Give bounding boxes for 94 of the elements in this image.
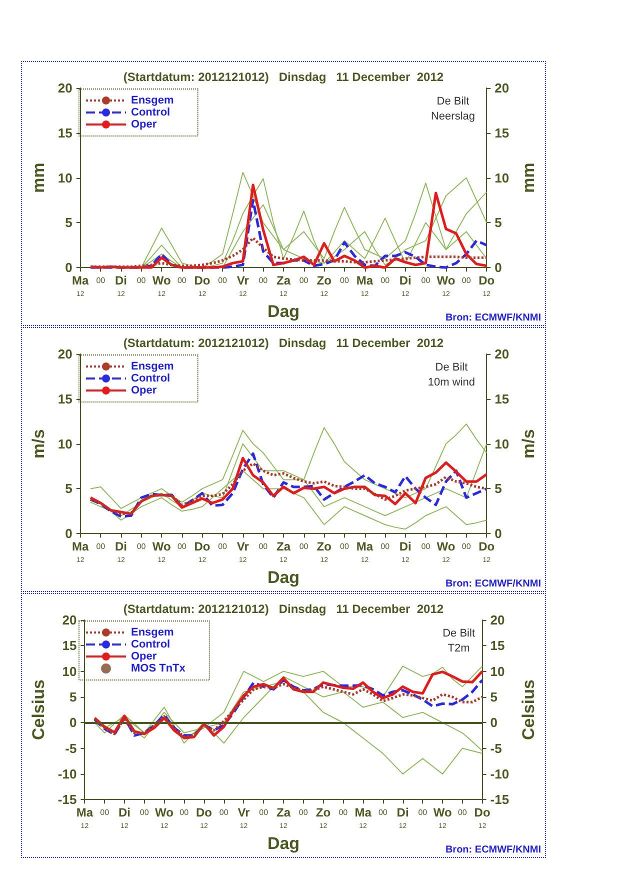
x-tick-label: 00 (378, 808, 388, 818)
legend-label: Control (131, 372, 170, 384)
x-tick-label: 00 (421, 542, 431, 552)
x-tick-label: 00 (136, 276, 146, 286)
x-tick-label: 00 (418, 808, 428, 818)
y2-tick-label: -10 (490, 766, 510, 782)
chart-title: (Startdatum: 2012121012) Dinsdag 11 December 2012 (123, 336, 444, 350)
y2-tick-label: 10 (490, 664, 505, 679)
y2-tick-label: 10 (494, 170, 510, 186)
x-axis-title: Dag (267, 302, 300, 321)
y2-axis-title: m/s (519, 429, 538, 458)
x-tick-label: 00 (298, 808, 308, 818)
legend-label: Oper (131, 384, 158, 396)
x-tick-label: 00 (458, 808, 468, 818)
y2-tick-label: 20 (494, 80, 510, 96)
x-tick-label: 00 (259, 808, 269, 818)
y-tick-label: 0 (69, 715, 77, 730)
annotation: De Bilt Neerslag (430, 96, 476, 122)
legend-label: Ensgem (131, 94, 174, 106)
y-tick-label: 15 (58, 125, 72, 140)
x-tick-label: 00 (299, 542, 309, 552)
y2-tick-label: 5 (494, 215, 502, 230)
y-tick-label: 0 (65, 526, 72, 542)
x-axis-title: Dag (267, 568, 300, 587)
x-tick-label: 00 (462, 542, 472, 552)
x-axis-title: Dag (267, 834, 300, 853)
legend-label: MOS TnTx (131, 662, 186, 674)
legend-label: Control (131, 106, 170, 118)
y2-axis-title: mm (519, 162, 538, 193)
y2-tick-label: 0 (494, 260, 502, 276)
x-tick-label: 00 (136, 542, 146, 552)
x-tick-label: 00 (340, 542, 350, 552)
y-tick-label: 15 (62, 638, 77, 654)
x-tick-label: 00 (380, 276, 390, 286)
y2-tick-label: -15 (490, 792, 510, 808)
y-tick-label: -15 (58, 792, 77, 808)
x-tick-label: 00 (258, 276, 268, 286)
y2-tick-label: 15 (494, 125, 510, 140)
y2-tick-label: 5 (490, 689, 498, 704)
y2-axis-title: Celsius (519, 680, 538, 740)
legend-label: Ensgem (131, 626, 174, 638)
y2-tick-label: 20 (494, 346, 510, 362)
legend-label: Oper (131, 118, 158, 130)
x-tick-label: 00 (462, 276, 472, 286)
y2-tick-label: 0 (494, 526, 502, 542)
y-tick-label: 5 (65, 481, 72, 496)
text: Bron: ECMWF/KNMI (445, 578, 542, 590)
y-tick-label: 20 (62, 612, 77, 628)
y-tick-label: 0 (65, 260, 72, 276)
x-tick-label: 00 (96, 542, 106, 552)
y-tick-label: 20 (58, 346, 72, 362)
y2-tick-label: 5 (494, 481, 502, 496)
x-tick-label: 00 (421, 276, 431, 286)
chart-title: (Startdatum: 2012121012) Dinsdag 11 December 2012 (123, 70, 444, 84)
y2-tick-label: 15 (494, 391, 510, 406)
x-tick-label: 00 (100, 808, 110, 818)
y2-tick-label: 10 (494, 436, 510, 452)
y-tick-label: 20 (58, 80, 72, 96)
text: Bron: ECMWF/KNMI (445, 312, 542, 324)
y-tick-label: 10 (58, 170, 72, 186)
y2-tick-label: 0 (490, 715, 498, 730)
x-tick-label: 00 (180, 808, 190, 818)
y-tick-label: 5 (69, 689, 77, 704)
y-tick-label: -5 (65, 740, 77, 756)
chart-title: (Startdatum: 2012121012) Dinsdag 11 December 2012 (123, 602, 444, 616)
x-tick-label: 00 (177, 276, 187, 286)
annotation: De Bilt 10m wind (428, 362, 475, 388)
x-tick-label: 00 (96, 276, 106, 286)
y-tick-label: 15 (58, 391, 72, 406)
y-tick-label: 10 (62, 664, 77, 679)
x-tick-label: 00 (218, 276, 228, 286)
y-axis-title: mm (29, 162, 48, 193)
y-tick-label: 5 (65, 215, 72, 230)
y-tick-label: 10 (58, 436, 72, 452)
annotation: De Bilt T2m (442, 628, 476, 654)
text: Bron: ECMWF/KNMI (445, 844, 542, 856)
legend-label: Control (131, 638, 170, 650)
x-tick-label: 00 (218, 542, 228, 552)
x-tick-label: 00 (177, 542, 187, 552)
x-tick-label: 00 (380, 542, 390, 552)
y-tick-label: -10 (58, 766, 77, 782)
x-tick-label: 00 (258, 542, 268, 552)
y2-tick-label: 20 (490, 612, 505, 628)
x-tick-label: 00 (340, 276, 350, 286)
y2-tick-label: 15 (490, 638, 505, 654)
y-axis-title: Celsius (29, 680, 48, 740)
y-axis-title: m/s (29, 429, 48, 458)
x-tick-label: 00 (338, 808, 348, 818)
x-tick-label: 00 (140, 808, 150, 818)
legend-label: Oper (131, 650, 158, 662)
legend-label: Ensgem (131, 360, 174, 372)
y2-tick-label: -5 (490, 740, 502, 756)
x-tick-label: 00 (299, 276, 309, 286)
x-tick-label: 00 (219, 808, 229, 818)
